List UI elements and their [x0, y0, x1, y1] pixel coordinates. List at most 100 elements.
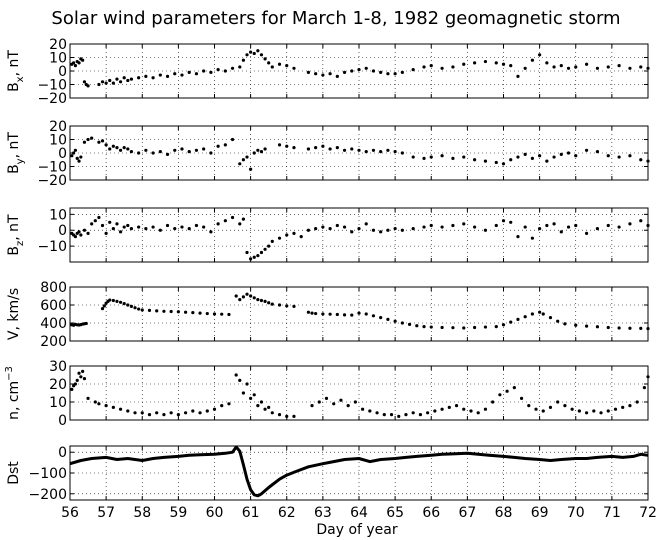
data-point-n: [162, 413, 166, 417]
data-point-n: [563, 404, 567, 408]
data-point-by: [263, 147, 267, 151]
data-point-bz: [108, 220, 112, 224]
data-point-v: [530, 312, 535, 316]
data-point-n: [70, 387, 74, 391]
data-point-v: [364, 312, 368, 316]
data-point-bx: [267, 61, 271, 65]
data-point-by: [252, 151, 256, 155]
data-point-n: [628, 404, 632, 408]
data-point-by: [545, 159, 549, 163]
data-point-by: [77, 159, 81, 163]
data-point-by: [595, 150, 600, 154]
data-point-by: [285, 144, 289, 148]
data-point-bz: [386, 228, 390, 232]
data-point-v: [310, 311, 314, 315]
data-point-v: [494, 325, 498, 329]
data-point-bx: [104, 81, 108, 85]
data-point-bz: [292, 231, 296, 236]
data-point-v: [176, 310, 180, 314]
data-point-n: [245, 382, 249, 386]
data-point-bz: [501, 219, 506, 223]
data-point-n: [361, 407, 365, 411]
data-point-bz: [100, 223, 105, 228]
data-point-by: [335, 146, 339, 150]
data-point-v: [267, 301, 271, 305]
data-point-bx: [566, 66, 571, 70]
data-point-bx: [462, 62, 466, 66]
data-point-n: [79, 375, 83, 379]
data-point-bz: [379, 230, 383, 234]
data-point-by: [328, 147, 332, 151]
data-point-v: [473, 325, 477, 330]
data-point-n: [285, 414, 289, 418]
data-point-v: [350, 313, 354, 317]
data-point-n: [534, 407, 538, 411]
data-point-bx: [115, 77, 119, 81]
data-point-n: [411, 411, 415, 415]
data-point-n: [184, 411, 188, 415]
data-point-bx: [379, 70, 383, 74]
data-point-bx: [617, 64, 621, 68]
data-point-n: [220, 404, 224, 408]
data-point-bz: [530, 236, 535, 240]
data-point-bz: [552, 222, 556, 226]
data-point-v: [606, 325, 610, 330]
data-point-by: [256, 148, 260, 152]
x-tick-label: 56: [61, 505, 79, 521]
data-point-bz: [187, 227, 191, 231]
data-point-bx: [545, 61, 549, 65]
data-point-v: [483, 325, 488, 329]
y-axis-label-by: By, nT: [6, 132, 26, 174]
data-point-bz: [73, 234, 78, 239]
data-point-bx: [483, 59, 488, 64]
data-point-bx: [559, 64, 563, 68]
data-point-bx: [595, 66, 600, 70]
data-point-by: [73, 148, 78, 152]
data-point-bx: [72, 61, 76, 65]
y-tick-label: 0: [58, 146, 67, 162]
data-point-bx: [574, 65, 578, 69]
data-point-bx: [628, 66, 632, 70]
data-point-v: [252, 296, 256, 300]
data-point-bz: [256, 254, 260, 258]
data-point-n: [519, 396, 524, 400]
data-point-bz: [483, 228, 488, 232]
data-point-bx: [241, 58, 245, 62]
data-point-by: [393, 150, 397, 154]
data-point-bz: [321, 225, 325, 229]
panel-n: 0 10 20 30 n, cm−3: [4, 359, 650, 429]
data-point-by: [371, 148, 376, 152]
x-tick-label: 59: [169, 505, 187, 521]
data-point-bz: [440, 225, 444, 229]
data-point-by: [144, 148, 148, 152]
data-point-by: [249, 167, 253, 171]
data-point-bx: [81, 58, 85, 62]
data-point-by: [158, 150, 162, 154]
data-point-bz: [77, 230, 81, 234]
data-point-v: [429, 325, 433, 329]
data-point-bx: [357, 68, 361, 72]
data-point-v: [328, 312, 332, 316]
data-point-bz: [411, 227, 415, 231]
data-point-n: [426, 411, 430, 415]
y-tick-label: −20: [37, 173, 67, 189]
data-point-n: [606, 409, 610, 413]
data-point-by: [292, 146, 296, 150]
data-point-bx: [180, 73, 184, 77]
data-point-n: [82, 377, 87, 381]
data-point-by: [90, 136, 94, 140]
data-point-v: [321, 312, 325, 316]
y-tick-label: 0: [58, 64, 67, 80]
data-point-by: [429, 155, 433, 159]
x-tick-label: 64: [350, 505, 368, 521]
data-point-bx: [277, 62, 282, 66]
data-point-bx: [328, 72, 332, 76]
data-point-n: [169, 411, 173, 415]
data-point-bz: [400, 228, 404, 232]
data-point-v: [84, 321, 88, 326]
data-point-n: [462, 407, 466, 411]
data-point-by: [501, 162, 506, 166]
y-axis-label-n: n, cm−3: [4, 366, 22, 420]
data-point-bx: [238, 65, 242, 69]
